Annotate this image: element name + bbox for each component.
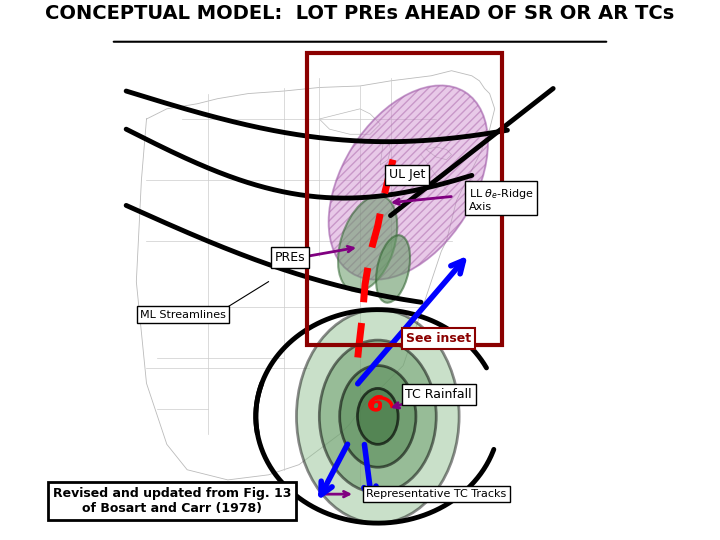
Ellipse shape xyxy=(297,309,459,523)
Ellipse shape xyxy=(376,235,410,303)
Text: Revised and updated from Fig. 13
of Bosart and Carr (1978): Revised and updated from Fig. 13 of Bosa… xyxy=(53,487,291,515)
Title: CONCEPTUAL MODEL:  LOT PREs AHEAD OF SR OR AR TCs: CONCEPTUAL MODEL: LOT PREs AHEAD OF SR O… xyxy=(45,4,675,23)
Text: UL Jet: UL Jet xyxy=(389,168,425,181)
Text: PREs: PREs xyxy=(274,251,305,264)
Text: ML Streamlines: ML Streamlines xyxy=(140,310,226,320)
Text: TC Rainfall: TC Rainfall xyxy=(405,388,472,401)
Ellipse shape xyxy=(340,366,416,467)
Ellipse shape xyxy=(320,340,436,492)
Ellipse shape xyxy=(357,388,398,444)
Ellipse shape xyxy=(338,195,397,292)
Text: See inset: See inset xyxy=(406,332,472,345)
Text: Representative TC Tracks: Representative TC Tracks xyxy=(366,489,506,499)
Text: LL $\theta_e$-Ridge
Axis: LL $\theta_e$-Ridge Axis xyxy=(469,186,534,212)
Ellipse shape xyxy=(328,85,488,280)
Text: 6: 6 xyxy=(369,395,384,415)
